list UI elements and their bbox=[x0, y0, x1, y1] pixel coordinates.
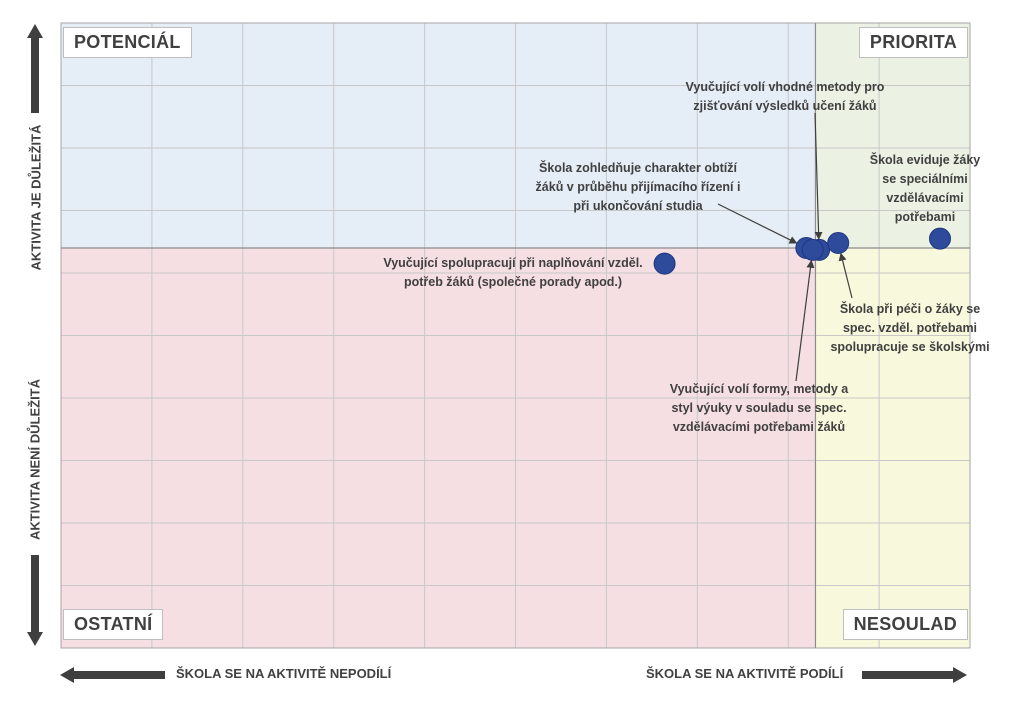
x-axis-arrow-shaft-right bbox=[862, 671, 954, 679]
data-point-label-line: Vyučující volí vhodné metody pro bbox=[685, 80, 885, 94]
data-point-label-line: vzdělávacími bbox=[886, 191, 964, 205]
data-point bbox=[801, 238, 824, 261]
x-axis-label-not-involved: ŠKOLA SE NA AKTIVITĚ NEPODÍLÍ bbox=[176, 666, 392, 681]
x-axis-arrow-shaft-left bbox=[73, 671, 165, 679]
data-point bbox=[827, 232, 850, 254]
y-axis-label-important: AKTIVITA JE DŮLEŽITÁ bbox=[28, 124, 44, 271]
data-point-label-line: styl výuky v souladu se spec. bbox=[671, 401, 847, 415]
leader-line bbox=[838, 252, 853, 299]
quadrant-label-ostatni: OSTATNÍ bbox=[63, 609, 164, 640]
data-point-label-line: spolupracuje se školskými bbox=[830, 340, 990, 354]
data-point-label-line: Škola eviduje žáky bbox=[869, 153, 981, 167]
plot-border bbox=[60, 22, 971, 649]
quadrant-label-priorita: PRIORITA bbox=[858, 27, 968, 58]
y-axis-arrow-shaft-top bbox=[31, 37, 39, 113]
data-point-label-line: Vyučující spolupracují při naplňování vz… bbox=[383, 256, 643, 270]
x-axis-label-involved: ŠKOLA SE NA AKTIVITĚ PODÍLÍ bbox=[646, 666, 844, 681]
data-point-label: Škola při péči o žáky se spec. vzděl. pot… bbox=[830, 300, 989, 357]
quadrant-label-potencial: POTENCIÁL bbox=[63, 27, 192, 58]
data-point-label-line: Škola zohledňuje charakter obtíží bbox=[539, 161, 737, 175]
right-arrow-icon bbox=[953, 667, 967, 683]
data-point-label-line: žáků v průběhu přijímacího řízení i bbox=[535, 180, 741, 194]
data-point-label-line: zjišťování výsledků učení žáků bbox=[693, 99, 877, 113]
left-arrow-icon bbox=[60, 667, 74, 683]
data-point-label: Škola eviduje žáky se speciálními vzděláva… bbox=[870, 151, 980, 227]
quadrant-ostatni-area bbox=[61, 248, 816, 648]
data-point-label-line: se speciálními bbox=[882, 172, 968, 186]
down-arrow-icon bbox=[27, 632, 43, 646]
data-point-label-line: Vyučující volí formy, metody a bbox=[669, 382, 849, 396]
data-point-label-line: Škola při péči o žáky se bbox=[839, 302, 981, 316]
data-point-label-line: potřebami bbox=[894, 210, 956, 224]
data-point-label: Vyučující spolupracují při naplňování vz… bbox=[383, 254, 642, 292]
y-axis-arrow-shaft-bottom bbox=[31, 555, 39, 633]
data-point bbox=[929, 227, 952, 250]
data-point-label-line: spec. vzděl. potřebami bbox=[842, 321, 978, 335]
data-point-label-line: vzdělávacími potřebami žáků bbox=[672, 420, 846, 434]
leader-line bbox=[717, 203, 798, 244]
data-point-label-line: při ukončování studia bbox=[573, 199, 703, 213]
data-point-label: Vyučující volí formy, metody a styl výuky… bbox=[670, 380, 849, 437]
data-point bbox=[653, 252, 676, 275]
data-point-label: Vyučující volí vhodné metody pro zjišťová… bbox=[686, 78, 885, 116]
y-axis-label-not-important: AKTIVITA NENÍ DŮLEŽITÁ bbox=[27, 378, 43, 541]
leader-line bbox=[814, 112, 823, 240]
quadrant-nesoulad-area bbox=[815, 248, 970, 648]
data-point-label: Škola zohledňuje charakter obtíží žáků v … bbox=[536, 159, 741, 216]
data-point-label-line: potřeb žáků (společné porady apod.) bbox=[403, 275, 623, 289]
up-arrow-icon bbox=[27, 24, 43, 38]
leader-line bbox=[795, 259, 815, 382]
quadrant-label-nesoulad: NESOULAD bbox=[842, 609, 968, 640]
